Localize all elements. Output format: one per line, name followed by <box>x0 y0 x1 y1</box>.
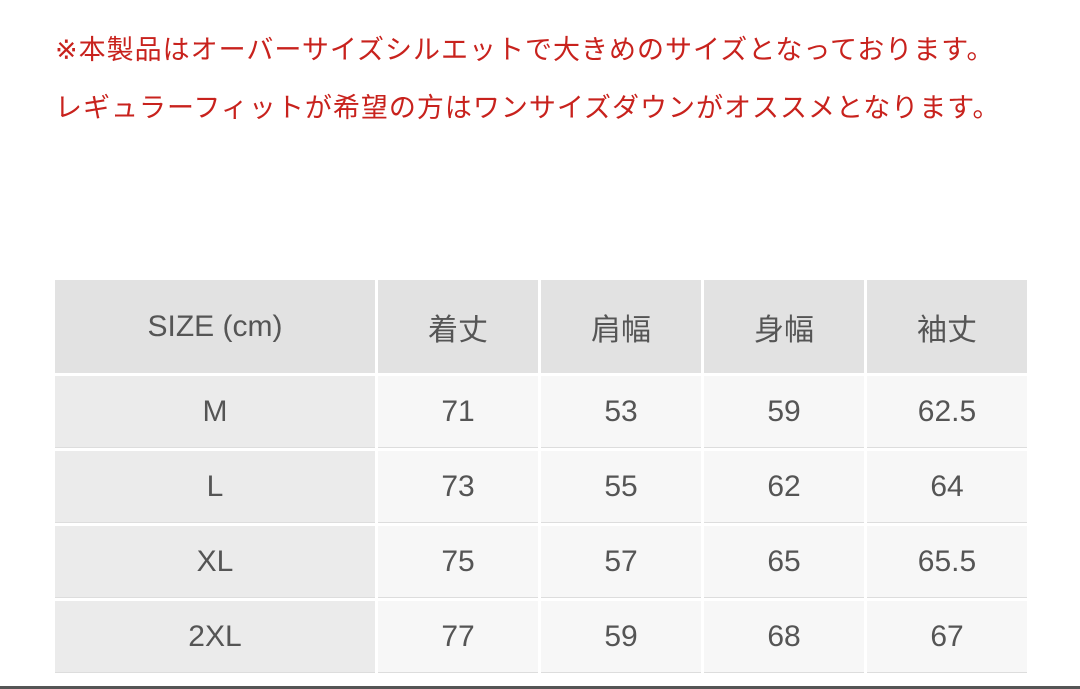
cell-shoulder: 59 <box>541 601 701 673</box>
cell-size: L <box>55 451 375 523</box>
cell-chest: 59 <box>704 376 864 448</box>
table-row: L 73 55 62 64 <box>55 451 1027 523</box>
table-row: 2XL 77 59 68 67 <box>55 601 1027 673</box>
header-chest: 身幅 <box>704 280 864 373</box>
table-header-row: SIZE (cm) 着丈 肩幅 身幅 袖丈 <box>55 280 1027 373</box>
table-row: XL 75 57 65 65.5 <box>55 526 1027 598</box>
size-notice: ※本製品はオーバーサイズシルエットで大きめのサイズとなっております。 レギュラー… <box>55 22 1045 138</box>
cell-size: M <box>55 376 375 448</box>
cell-length: 71 <box>378 376 538 448</box>
size-chart-table: SIZE (cm) 着丈 肩幅 身幅 袖丈 M 71 53 59 62.5 L 73 55 62… <box>52 277 1030 676</box>
cell-sleeve: 65.5 <box>867 526 1027 598</box>
cell-chest: 65 <box>704 526 864 598</box>
cell-shoulder: 55 <box>541 451 701 523</box>
cell-chest: 68 <box>704 601 864 673</box>
cell-length: 73 <box>378 451 538 523</box>
cell-sleeve: 67 <box>867 601 1027 673</box>
cell-chest: 62 <box>704 451 864 523</box>
cell-length: 75 <box>378 526 538 598</box>
bottom-divider <box>0 686 1080 689</box>
cell-sleeve: 62.5 <box>867 376 1027 448</box>
notice-line-oversize: ※本製品はオーバーサイズシルエットで大きめのサイズとなっております。 <box>55 35 995 66</box>
header-sleeve: 袖丈 <box>867 280 1027 373</box>
header-length: 着丈 <box>378 280 538 373</box>
cell-size: XL <box>55 526 375 598</box>
header-size: SIZE (cm) <box>55 280 375 373</box>
cell-sleeve: 64 <box>867 451 1027 523</box>
cell-shoulder: 53 <box>541 376 701 448</box>
notice-line-recommendation: レギュラーフィットが希望の方はワンサイズダウンがオススメとなります。 <box>55 93 1001 124</box>
header-shoulder: 肩幅 <box>541 280 701 373</box>
table-row: M 71 53 59 62.5 <box>55 376 1027 448</box>
cell-length: 77 <box>378 601 538 673</box>
cell-shoulder: 57 <box>541 526 701 598</box>
cell-size: 2XL <box>55 601 375 673</box>
